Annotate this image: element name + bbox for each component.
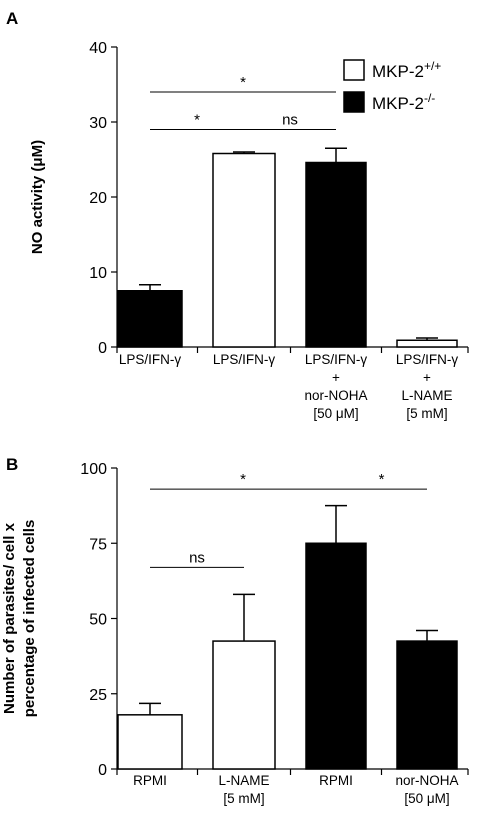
bar — [117, 714, 183, 770]
x-tick-label: [50 μM] — [404, 791, 449, 806]
x-tick-label: [5 mM] — [223, 791, 264, 806]
significance-label: ns — [189, 549, 205, 566]
x-tick-label: nor-NOHA — [304, 388, 367, 403]
legend-label: MKP-2+/+ — [372, 59, 441, 81]
bar — [212, 152, 276, 348]
chart-a: 0 10 20 30 40 NO activity (μM) LPS/IFN-γ LPS/IF… — [29, 40, 469, 421]
y-axis-label: percentage of infected cells — [21, 520, 38, 718]
y-tick-label: 50 — [89, 612, 107, 629]
y-tick-label: 40 — [89, 40, 107, 57]
y-tick-label: 100 — [80, 461, 107, 478]
x-tick-label: LPS/IFN-γ — [396, 352, 459, 367]
significance-label: * — [240, 471, 246, 488]
panel-a-letter: A — [6, 9, 18, 28]
y-tick-label: 75 — [89, 536, 107, 553]
x-tick-label: + — [332, 370, 340, 385]
significance-label: * — [379, 471, 385, 488]
x-tick-label: nor-NOHA — [395, 773, 458, 788]
x-tick-label: LPS/IFN-γ — [119, 352, 182, 367]
x-tick-label: [50 μM] — [313, 406, 358, 421]
bar — [396, 339, 458, 348]
y-axis-label: Number of parasites/ cell x — [1, 522, 18, 714]
x-tick-label: + — [423, 370, 431, 385]
bar — [305, 161, 367, 348]
x-tick-label: [5 mM] — [406, 406, 447, 421]
x-tick-label: L-NAME — [401, 388, 452, 403]
panel-b-letter: B — [6, 455, 18, 474]
x-tick-label: L-NAME — [218, 773, 269, 788]
x-tick-label: LPS/IFN-γ — [305, 352, 368, 367]
y-tick-label: 25 — [89, 687, 107, 704]
significance-label: ns — [282, 112, 298, 129]
legend-label: MKP-2-/- — [372, 91, 435, 113]
y-tick-label: 10 — [89, 265, 107, 282]
significance-label: * — [240, 74, 246, 91]
x-tick-label: RPMI — [319, 773, 353, 788]
y-tick-label: 20 — [89, 190, 107, 207]
significance-label: * — [194, 112, 200, 129]
legend-swatch — [343, 91, 365, 113]
x-tick-label: RPMI — [133, 773, 167, 788]
chart-b: 0 25 50 75 100 Number of parasites/ cell x per… — [1, 461, 469, 806]
y-axis-label: NO activity (μM) — [29, 140, 46, 254]
y-tick-label: 0 — [98, 762, 107, 779]
bar — [117, 290, 183, 348]
bar — [396, 640, 458, 770]
bar — [305, 542, 367, 770]
y-tick-label: 0 — [98, 340, 107, 357]
bar — [212, 640, 276, 770]
y-tick-label: 30 — [89, 115, 107, 132]
legend-swatch — [343, 59, 365, 81]
x-tick-label: LPS/IFN-γ — [213, 352, 276, 367]
